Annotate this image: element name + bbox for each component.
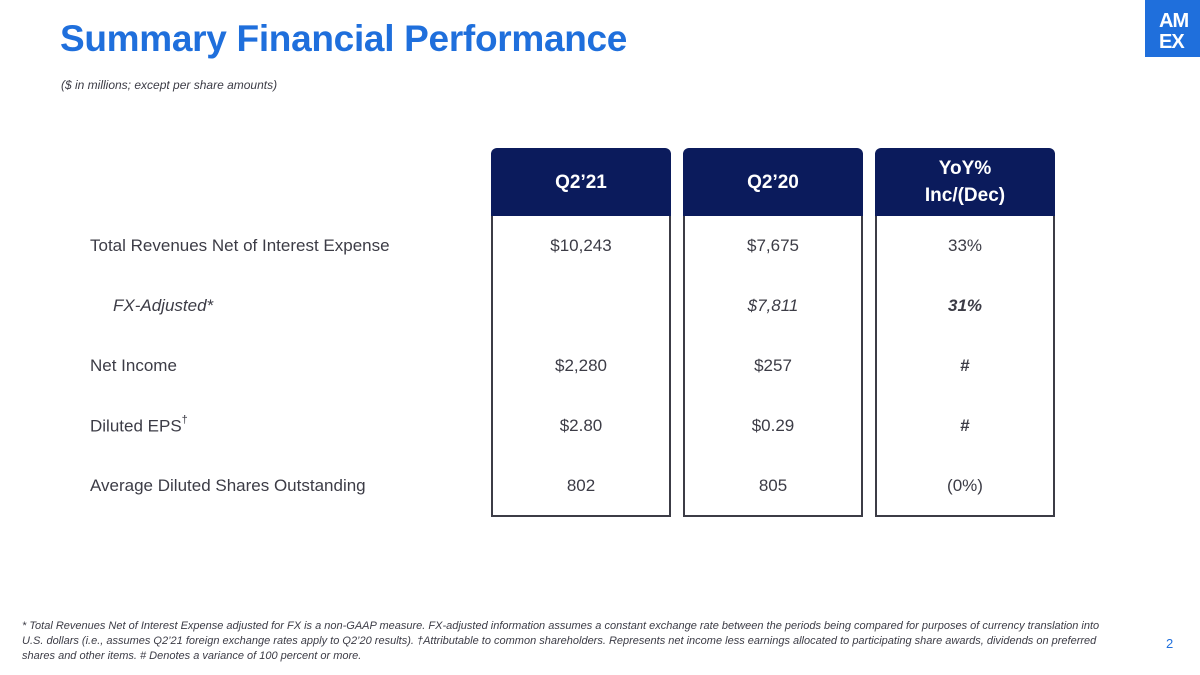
cell-q2-20-fx-adjusted: $7,811 [747, 296, 799, 315]
amex-logo-mark: AM EX [1159, 10, 1189, 53]
amex-logo: AM EX [1145, 0, 1200, 57]
column-q2-20: Q2’20 $7,675 $7,811 $257 $0.29 805 [683, 148, 863, 517]
column-header-q2-20: Q2’20 [683, 148, 863, 216]
column-body-q2-20: $7,675 $7,811 $257 $0.29 805 [683, 216, 863, 517]
column-header-yoy: YoY% Inc/(Dec) [875, 148, 1055, 216]
row-label-net-income: Net Income [90, 356, 177, 375]
cell-q2-20-net-income: $257 [754, 356, 792, 375]
cell-q2-21-net-income: $2,280 [555, 356, 607, 375]
dagger-mark: † [181, 414, 188, 426]
page-title: Summary Financial Performance [60, 18, 628, 59]
cell-q2-21-diluted-eps: $2.80 [559, 416, 603, 435]
cell-yoy-net-income: # [960, 356, 970, 375]
page-subtitle: ($ in millions; except per share amounts… [61, 78, 278, 92]
cell-yoy-fx-adjusted: 31% [947, 296, 983, 315]
row-label-total-revenues: Total Revenues Net of Interest Expense [90, 236, 390, 255]
cell-yoy-total-revenues: 33% [947, 236, 983, 255]
cell-q2-20-total-revenues: $7,675 [747, 236, 799, 255]
column-body-q2-21: $10,243 $2,280 $2.80 802 [491, 216, 671, 517]
svg-text:AM: AM [1159, 10, 1188, 32]
footnote: * Total Revenues Net of Interest Expense… [22, 620, 1100, 662]
column-header-yoy-line2: Inc/(Dec) [924, 185, 1006, 206]
row-label-diluted-eps: Diluted EPS† [90, 414, 188, 437]
cell-q2-21-total-revenues: $10,243 [550, 236, 612, 255]
cell-q2-20-avg-shares: 805 [758, 476, 788, 495]
cell-q2-21-avg-shares: 802 [566, 476, 596, 495]
page-number: 2 [1166, 636, 1174, 651]
cell-yoy-diluted-eps: # [960, 416, 970, 435]
column-header-yoy-line1: YoY% [938, 158, 992, 179]
row-label-diluted-eps-text: Diluted EPS [90, 416, 182, 436]
column-body-yoy: 33% 31% # # (0%) [875, 216, 1055, 517]
cell-q2-20-diluted-eps: $0.29 [751, 416, 795, 435]
row-label-fx-adjusted: FX-Adjusted* [113, 296, 214, 315]
column-yoy: YoY% Inc/(Dec) 33% 31% # # (0%) [875, 148, 1055, 517]
column-header-q2-21: Q2’21 [491, 148, 671, 216]
svg-text:EX: EX [1159, 31, 1185, 53]
row-label-avg-shares: Average Diluted Shares Outstanding [90, 476, 366, 495]
column-q2-21: Q2’21 $10,243 $2,280 $2.80 802 [491, 148, 671, 517]
cell-yoy-avg-shares: (0%) [947, 476, 983, 495]
